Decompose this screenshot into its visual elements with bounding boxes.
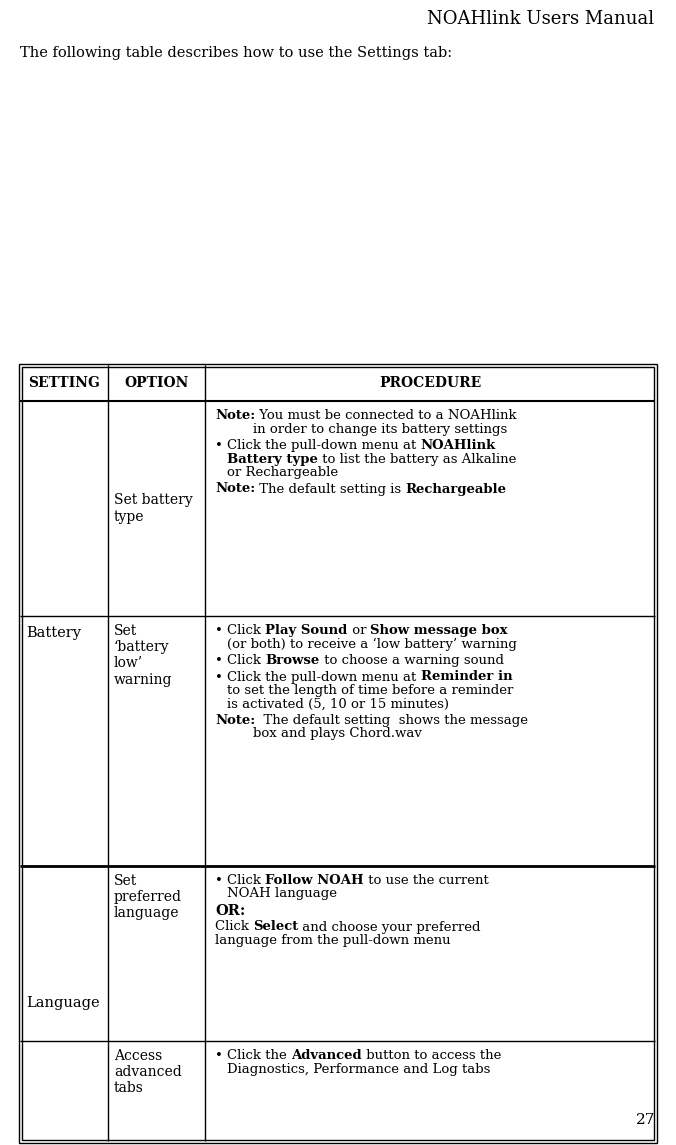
Text: Advanced: Advanced [291,1049,362,1063]
Text: The default setting is: The default setting is [256,482,406,496]
Text: •: • [215,654,223,668]
Text: The default setting  shows the message: The default setting shows the message [256,714,528,727]
Text: OPTION: OPTION [124,376,189,390]
Text: Click: Click [227,624,266,637]
Text: You must be connected to a NOAHlink: You must be connected to a NOAHlink [256,409,517,423]
Text: language from the pull-down menu: language from the pull-down menu [215,934,451,947]
Text: or Rechargeable: or Rechargeable [227,466,338,479]
Text: Battery type: Battery type [227,452,318,466]
Text: is activated (5, 10 or 15 minutes): is activated (5, 10 or 15 minutes) [227,697,449,711]
Text: Set battery
type: Set battery type [114,493,193,523]
Text: •: • [215,1049,223,1063]
Text: or: or [347,624,370,637]
Text: (or both) to receive a ‘low battery’ warning: (or both) to receive a ‘low battery’ war… [227,638,517,650]
Bar [22,366,654,1139]
Text: Set
preferred
language: Set preferred language [114,874,182,921]
Text: Click: Click [215,921,254,933]
Text: Follow NOAH: Follow NOAH [266,874,364,887]
Text: Diagnostics, Performance and Log tabs: Diagnostics, Performance and Log tabs [227,1063,491,1075]
Text: 27: 27 [635,1113,655,1127]
Text: to set the length of time before a reminder: to set the length of time before a remin… [227,684,514,697]
Text: •: • [215,874,223,887]
Text: Battery: Battery [26,626,81,640]
Text: and choose your preferred: and choose your preferred [299,921,481,933]
Text: PROCEDURE: PROCEDURE [379,376,481,390]
Text: to use the current: to use the current [364,874,489,887]
Text: Browse: Browse [266,654,320,668]
Text: OR:: OR: [215,905,245,918]
Text: Play Sound: Play Sound [266,624,347,637]
Text: Show message box: Show message box [370,624,508,637]
Text: SETTING: SETTING [28,376,100,390]
Text: to choose a warning sound: to choose a warning sound [320,654,504,668]
Text: NOAH language: NOAH language [227,887,337,900]
Text: Click: Click [227,874,266,887]
Text: Click the pull-down menu at: Click the pull-down menu at [227,439,420,452]
Text: to list the battery as Alkaline: to list the battery as Alkaline [318,452,516,466]
Text: Reminder in: Reminder in [420,671,512,684]
Text: NOAHlink: NOAHlink [420,439,496,452]
Text: Rechargeable: Rechargeable [406,482,506,496]
Text: Click: Click [227,654,266,668]
Text: Note:: Note: [215,482,256,496]
Text: Note:: Note: [215,714,256,727]
Text: NOAHlink Users Manual: NOAHlink Users Manual [427,10,654,27]
Text: button to access the: button to access the [362,1049,501,1063]
Text: in order to change its battery settings: in order to change its battery settings [253,423,507,435]
Text: •: • [215,439,223,452]
Text: Select: Select [254,921,299,933]
Text: Click the pull-down menu at: Click the pull-down menu at [227,671,420,684]
Text: Language: Language [26,996,99,1011]
Text: Note:: Note: [215,409,256,423]
Bar [18,363,656,1143]
Text: •: • [215,624,223,637]
Text: Set
‘battery
low’
warning: Set ‘battery low’ warning [114,624,172,687]
Text: Access
advanced
tabs: Access advanced tabs [114,1049,182,1096]
Text: Click the: Click the [227,1049,291,1063]
Text: •: • [215,671,223,684]
Text: box and plays Chord.wav: box and plays Chord.wav [253,727,422,741]
Text: The following table describes how to use the Settings tab:: The following table describes how to use… [20,46,452,60]
